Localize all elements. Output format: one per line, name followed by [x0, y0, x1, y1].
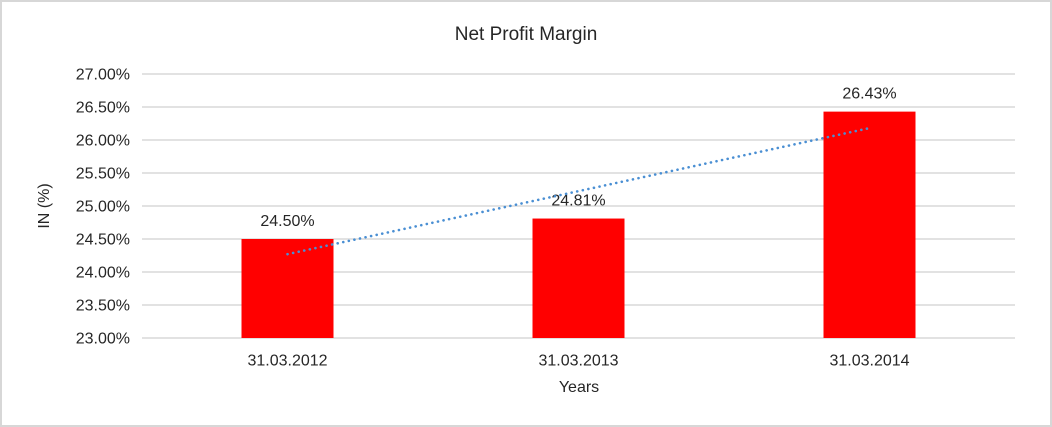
bar-data-label: 26.43% — [842, 86, 896, 103]
bar — [823, 111, 916, 339]
x-category-label: 31.03.2013 — [538, 353, 618, 370]
trendline — [286, 126, 871, 256]
bar-data-label: 24.50% — [260, 213, 314, 230]
y-tick-label: 23.50% — [76, 298, 130, 315]
y-tick-label: 23.00% — [76, 331, 130, 348]
x-category-label: 31.03.2012 — [247, 353, 327, 370]
y-tick-label: 26.50% — [76, 100, 130, 117]
bar — [532, 218, 625, 338]
y-tick-label: 24.00% — [76, 265, 130, 282]
y-tick-label: 25.50% — [76, 166, 130, 183]
y-tick-label: 25.00% — [76, 199, 130, 216]
bar — [241, 239, 334, 338]
x-axis-title: Years — [558, 379, 600, 396]
bar-data-label: 24.81% — [551, 193, 605, 210]
y-tick-label: 27.00% — [76, 67, 130, 84]
y-tick-label: 24.50% — [76, 232, 130, 249]
chart-title: Net Profit Margin — [454, 24, 598, 45]
y-tick-label: 26.00% — [76, 133, 130, 150]
x-category-label: 31.03.2014 — [829, 353, 909, 370]
